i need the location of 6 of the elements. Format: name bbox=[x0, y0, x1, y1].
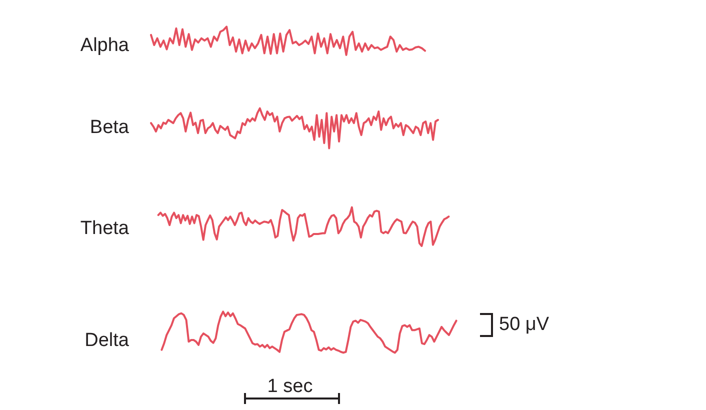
series-label: Alpha bbox=[80, 35, 130, 56]
text: 50 μV bbox=[499, 314, 550, 335]
text: 1 sec bbox=[267, 376, 313, 397]
series-label: Delta bbox=[84, 330, 130, 351]
series-label: Beta bbox=[90, 117, 130, 138]
series-label: Theta bbox=[80, 218, 130, 239]
